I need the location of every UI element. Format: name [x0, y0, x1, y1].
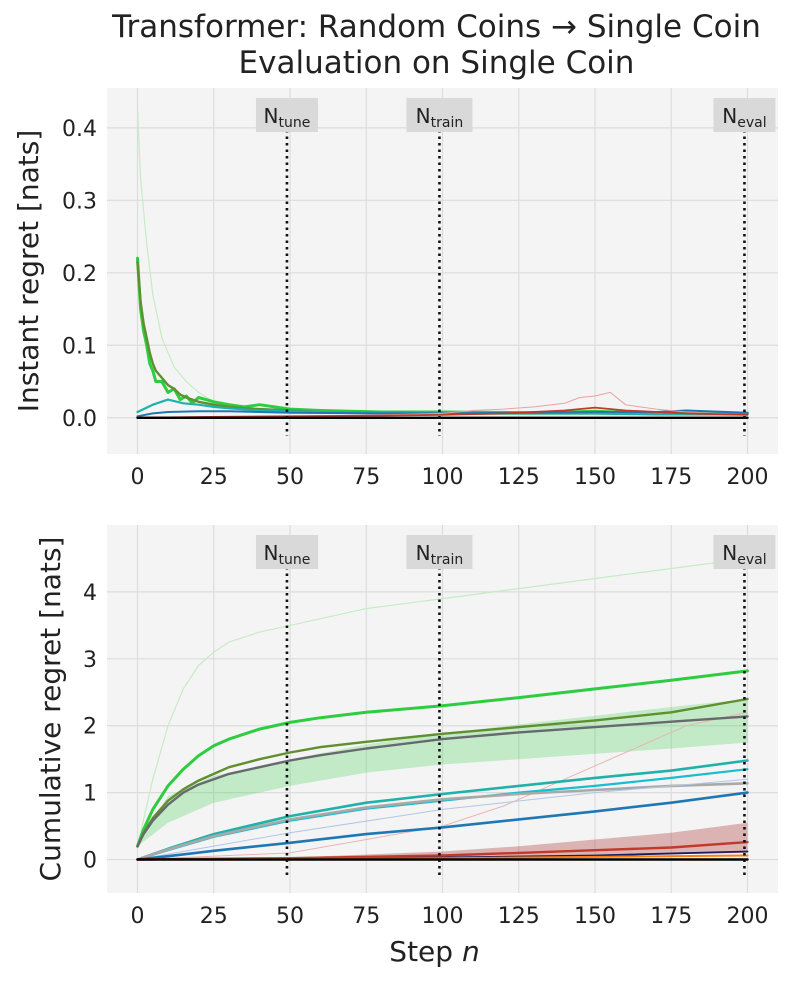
y-tick-label: 0.3	[62, 189, 97, 214]
series-line-0	[136, 557, 749, 847]
series-line-3	[136, 697, 749, 848]
series-line-9	[136, 791, 749, 861]
y-tick-label: 0	[83, 849, 97, 874]
marker-box-train	[406, 98, 473, 132]
x-tick-label: 0	[131, 904, 145, 929]
x-tick-label: 25	[200, 904, 228, 929]
x-tick-label: 100	[422, 904, 464, 929]
y-tick-label: 1	[83, 782, 97, 807]
y-tick-label: 4	[83, 581, 97, 606]
y-tick-label: 3	[83, 648, 97, 673]
marker-label-tune: Ntune	[264, 104, 311, 131]
y-tick-label: 0.1	[62, 334, 97, 359]
x-tick-label: 125	[498, 904, 540, 929]
y-tick-label: 0.0	[62, 407, 97, 432]
x-tick-label: 50	[276, 465, 304, 490]
x-tick-label: 75	[352, 465, 380, 490]
x-tick-label: 150	[574, 904, 616, 929]
marker-label-train: Ntrain	[416, 541, 464, 568]
x-tick-label: 50	[276, 904, 304, 929]
x-tick-label: 75	[352, 904, 380, 929]
uncertainty-band	[137, 699, 748, 847]
chart-title-line2: Evaluation on Single Coin	[238, 45, 635, 81]
series-line-8	[137, 778, 748, 860]
marker-box-train	[406, 535, 473, 569]
series-line-2	[136, 669, 749, 848]
x-tick-label: 0	[131, 465, 145, 490]
marker-label-eval: Neval	[722, 104, 766, 131]
x-tick-label: 100	[422, 465, 464, 490]
marker-box-tune	[255, 98, 318, 132]
x-tick-label: 125	[498, 465, 540, 490]
y-axis-label: Cumulative regret [nats]	[34, 537, 67, 882]
marker-box-tune	[255, 535, 318, 569]
marker-label-eval: Neval	[722, 541, 766, 568]
series-line-7	[136, 781, 749, 861]
series-line-3	[136, 398, 749, 416]
x-tick-label: 150	[574, 465, 616, 490]
series-line-4	[136, 715, 749, 848]
x-tick-label: 175	[650, 465, 692, 490]
x-tick-label: 175	[650, 904, 692, 929]
y-tick-label: 2	[83, 715, 97, 740]
marker-label-tune: Ntune	[264, 541, 311, 568]
x-tick-label: 200	[727, 465, 769, 490]
y-tick-label: 0.4	[62, 117, 97, 142]
y-axis-label: Instant regret [nats]	[12, 130, 45, 413]
x-tick-label: 25	[200, 465, 228, 490]
marker-box-eval	[713, 535, 776, 569]
series-line-6	[136, 406, 749, 419]
x-tick-label: 200	[727, 904, 769, 929]
x-axis-label: Step n	[389, 935, 479, 968]
marker-label-train: Ntrain	[416, 104, 464, 131]
y-tick-label: 0.2	[62, 262, 97, 287]
chart-title-line1: Transformer: Random Coins → Single Coin	[112, 9, 761, 45]
marker-box-eval	[713, 98, 776, 132]
